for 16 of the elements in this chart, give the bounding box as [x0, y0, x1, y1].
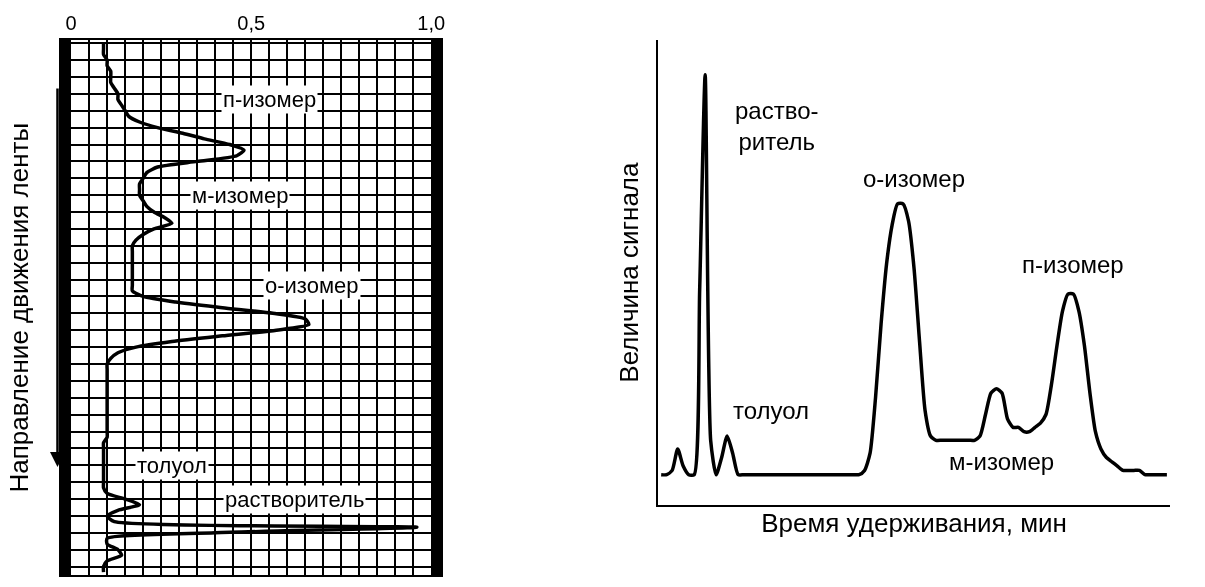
- annotation: о-изомер: [863, 165, 966, 192]
- x-tick-label: 1,0: [417, 12, 446, 35]
- annotation: растворитель: [225, 487, 365, 512]
- x-axis-title: Время удерживания, мин: [761, 508, 1067, 538]
- annotation: п-изомер: [1022, 251, 1124, 278]
- x-tick-label: 0,5: [237, 12, 266, 35]
- y-axis-title: Величина сигнала: [614, 161, 645, 383]
- annotation: толуол: [733, 397, 810, 424]
- y-axis-title: Направление движения ленты: [4, 122, 35, 493]
- annotation: раство- ритель: [735, 97, 819, 156]
- annotation: о-изомер: [265, 273, 359, 298]
- x-tick-label: 0: [65, 12, 77, 35]
- annotation: толуол: [137, 453, 207, 478]
- annotation: п-изомер: [223, 87, 317, 112]
- annotation: м-изомер: [949, 448, 1055, 475]
- annotation: м-изомер: [192, 183, 289, 208]
